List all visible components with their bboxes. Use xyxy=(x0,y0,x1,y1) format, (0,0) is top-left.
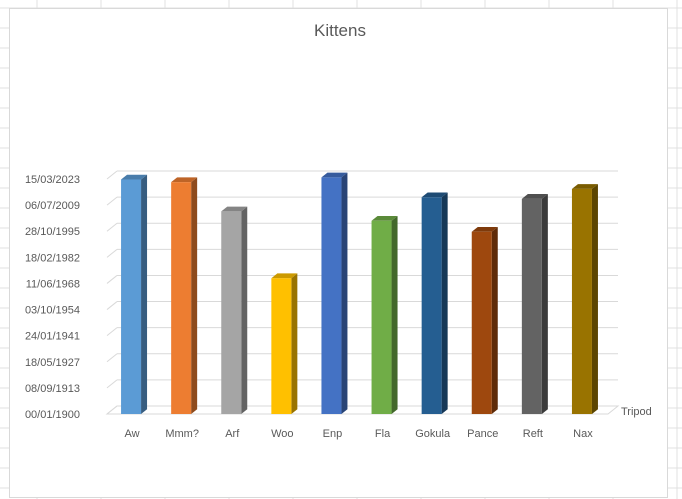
bar-front xyxy=(121,179,142,414)
category-label: Enp xyxy=(323,428,343,440)
y-tick-label: 24/01/1941 xyxy=(25,331,80,343)
category-label: Mmm? xyxy=(165,428,199,440)
bar-top xyxy=(271,273,298,279)
bar-front xyxy=(571,188,592,414)
y-tick-label: 11/06/1968 xyxy=(26,278,80,290)
gridline-side xyxy=(106,353,118,363)
bar-front xyxy=(321,177,342,414)
bar[interactable] xyxy=(571,184,598,414)
y-tick-label: 00/01/1900 xyxy=(25,409,80,421)
bar-front xyxy=(371,220,392,414)
category-labels: Aw Mmm? Arf Woo Enp Fla Gokula Pance Reft Nax xyxy=(125,428,594,440)
bar-side xyxy=(141,174,148,414)
bar-front xyxy=(421,197,442,414)
bar-front xyxy=(521,198,542,414)
bar[interactable] xyxy=(471,226,498,414)
bars xyxy=(121,172,598,414)
chart-title: Kittens xyxy=(314,21,366,40)
bar-side xyxy=(391,215,398,414)
gridline-side xyxy=(106,170,118,180)
bar-top xyxy=(521,194,548,199)
category-label: Fla xyxy=(375,428,391,440)
bar-side xyxy=(191,177,198,414)
bar-side xyxy=(441,192,448,414)
y-axis-tick-labels: 00/01/1900 08/09/1913 18/05/1927 24/01/1941… xyxy=(25,174,80,421)
y-tick-label: 18/02/1982 xyxy=(25,252,80,264)
bar-top xyxy=(421,192,448,198)
y-tick-label: 15/03/2023 xyxy=(25,174,80,186)
bar-side xyxy=(591,184,598,414)
bar-front xyxy=(221,211,242,414)
chart-area[interactable]: Kittens 00/01/1900 08/09/1913 18/05/1927 24… xyxy=(9,8,668,498)
bar-side xyxy=(341,172,348,414)
gridline-side xyxy=(106,301,118,310)
gridline-side xyxy=(106,196,118,206)
bar[interactable] xyxy=(321,172,348,414)
y-tick-label: 28/10/1995 xyxy=(25,226,80,238)
category-label: Nax xyxy=(573,428,593,440)
bar[interactable] xyxy=(271,273,298,414)
category-label: Woo xyxy=(271,428,293,440)
bar-top xyxy=(571,184,598,189)
y-tick-label: 06/07/2009 xyxy=(25,200,80,212)
gridline-side xyxy=(106,379,118,389)
bar-front xyxy=(271,278,292,414)
bar-top xyxy=(321,172,348,178)
series-axis-label: Tripod xyxy=(621,406,652,418)
bar-top xyxy=(371,215,398,221)
y-tick-label: 18/05/1927 xyxy=(25,357,80,369)
gridline-side xyxy=(106,327,118,337)
category-label: Arf xyxy=(225,428,240,440)
gridline-side xyxy=(106,222,118,232)
bar-top xyxy=(171,177,198,183)
gridline-side xyxy=(106,275,118,284)
y-tick-label: 03/10/1954 xyxy=(25,305,80,317)
category-label: Reft xyxy=(523,428,543,440)
category-label: Gokula xyxy=(415,428,451,440)
bar-side xyxy=(291,273,298,414)
bar[interactable] xyxy=(221,206,248,414)
chart-canvas: Kittens 00/01/1900 08/09/1913 18/05/1927 24… xyxy=(25,21,652,440)
bar[interactable] xyxy=(521,194,548,414)
bar-side xyxy=(241,206,248,414)
bar-front xyxy=(471,231,492,414)
gridline-side xyxy=(106,248,118,258)
bar[interactable] xyxy=(121,174,148,414)
bar-top xyxy=(121,174,148,180)
category-label: Aw xyxy=(125,428,140,440)
bar-top xyxy=(471,226,498,232)
bar-side xyxy=(541,194,548,414)
category-label: Pance xyxy=(467,428,498,440)
bar-side xyxy=(491,226,498,414)
bar[interactable] xyxy=(371,215,398,414)
bar-top xyxy=(221,206,248,212)
bar[interactable] xyxy=(171,177,198,414)
y-tick-label: 08/09/1913 xyxy=(25,383,80,395)
bar-front xyxy=(171,182,192,414)
bar[interactable] xyxy=(421,192,448,414)
